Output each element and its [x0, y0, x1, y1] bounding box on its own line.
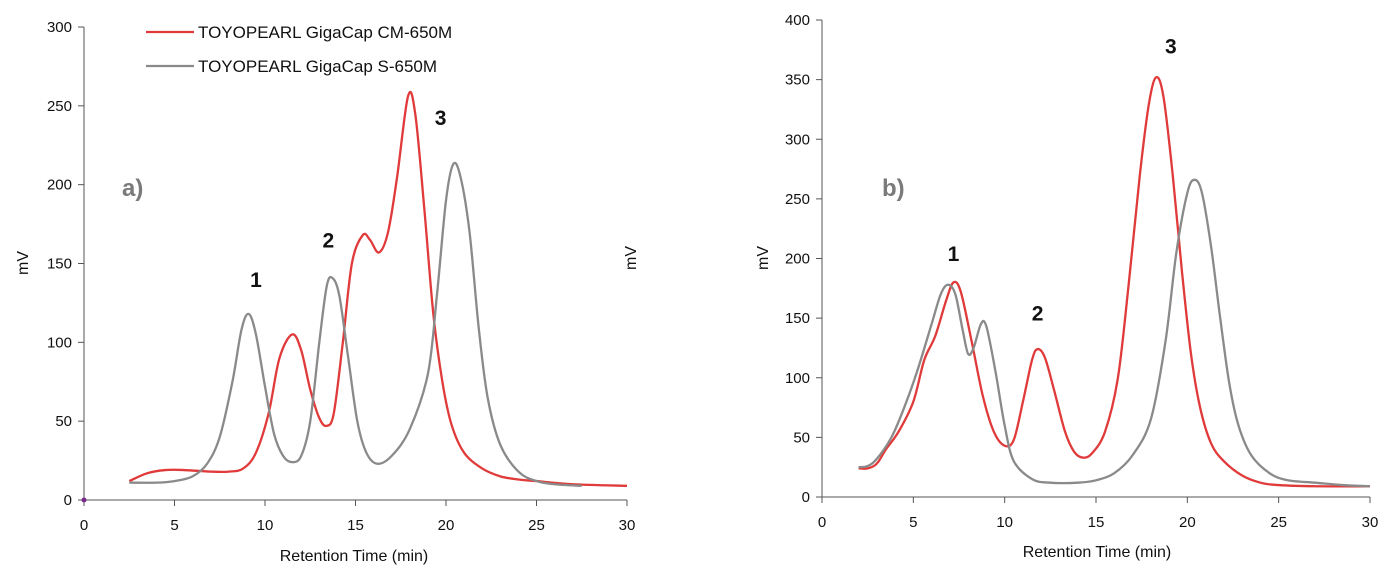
y-tick-label-b-350: 350 — [785, 72, 810, 89]
chart-panel-a: 0 50 100 150 200 250 300 0 5 10 15 20 25 30 Retention… — [15, 19, 640, 565]
peak-label-a-1: 1 — [250, 269, 262, 292]
y-tick-label-b-400: 400 — [785, 12, 810, 29]
y-tick-label-a-100: 100 — [47, 334, 72, 351]
peak-label-a-2: 2 — [323, 230, 335, 253]
y-tick-label-a-0: 0 — [64, 492, 72, 509]
origin-marker — [81, 497, 87, 503]
x-tick-label-a-20: 20 — [438, 517, 455, 534]
x-tick-label-a-30: 30 — [619, 517, 636, 534]
y-tick-label-a-50: 50 — [55, 413, 72, 430]
y-tick-label-b-150: 150 — [785, 310, 810, 327]
x-tick-label-b-15: 15 — [1088, 514, 1105, 531]
x-tick-label-b-0: 0 — [818, 514, 826, 531]
ticks-layer-a: 0 50 100 150 200 250 300 0 5 10 15 20 25 30 — [47, 19, 635, 534]
series-layer-b — [858, 76, 1371, 488]
y-tick-label-a-200: 200 — [47, 177, 72, 194]
peak-label-b-3: 3 — [1165, 35, 1177, 58]
y-tick-label-a-150: 150 — [47, 256, 72, 273]
peak-labels-a: 1 2 3 — [250, 107, 446, 292]
legend: TOYOPEARL GigaCap CM-650M TOYOPEARL Giga… — [146, 23, 452, 76]
series-line-b-s — [858, 178, 1371, 488]
x-tick-label-b-30: 30 — [1362, 514, 1379, 531]
series-line-a-cm — [128, 90, 628, 487]
panel-label-a: a) — [122, 175, 143, 202]
series-line-a-s — [129, 161, 582, 487]
y-tick-label-b-50: 50 — [793, 429, 810, 446]
panel-label-b: b) — [882, 175, 905, 202]
y-tick-label-b-250: 250 — [785, 191, 810, 208]
legend-label-s: TOYOPEARL GigaCap S-650M — [198, 57, 437, 76]
x-tick-label-a-25: 25 — [528, 517, 545, 534]
y-tick-label-a-250: 250 — [47, 98, 72, 115]
series-line-b-cm — [858, 76, 1371, 488]
peak-label-b-1: 1 — [948, 243, 960, 266]
x-tick-label-b-10: 10 — [996, 514, 1013, 531]
y-axis-title-b: mV — [755, 246, 772, 270]
x-tick-label-a-0: 0 — [80, 517, 88, 534]
x-tick-label-b-5: 5 — [909, 514, 917, 531]
x-tick-label-b-25: 25 — [1270, 514, 1287, 531]
y-axis-title-right-a: mV — [623, 246, 640, 270]
y-tick-label-b-300: 300 — [785, 131, 810, 148]
y-tick-label-b-100: 100 — [785, 370, 810, 387]
chart-panel-b: 0 50 100 150 200 250 300 350 400 0 5 10 15 20 25 30 Ret… — [755, 12, 1378, 561]
y-axis-title-a: mV — [15, 251, 32, 275]
x-tick-label-a-10: 10 — [257, 517, 274, 534]
peak-label-a-3: 3 — [435, 107, 447, 130]
legend-label-cm: TOYOPEARL GigaCap CM-650M — [198, 23, 452, 42]
series-layer-a — [128, 90, 628, 487]
x-tick-label-a-5: 5 — [170, 517, 178, 534]
x-tick-label-b-20: 20 — [1179, 514, 1196, 531]
peak-labels-b: 1 2 3 — [948, 35, 1177, 325]
x-axis-title-a: Retention Time (min) — [280, 548, 429, 565]
peak-label-b-2: 2 — [1032, 303, 1044, 326]
y-tick-label-b-200: 200 — [785, 251, 810, 268]
x-axis-title-b: Retention Time (min) — [1023, 544, 1172, 561]
ticks-layer-b: 0 50 100 150 200 250 300 350 400 0 5 10 15 20 25 30 — [785, 12, 1378, 531]
y-tick-label-b-0: 0 — [802, 489, 810, 506]
x-tick-label-a-15: 15 — [347, 517, 364, 534]
y-tick-label-a-300: 300 — [47, 19, 72, 36]
